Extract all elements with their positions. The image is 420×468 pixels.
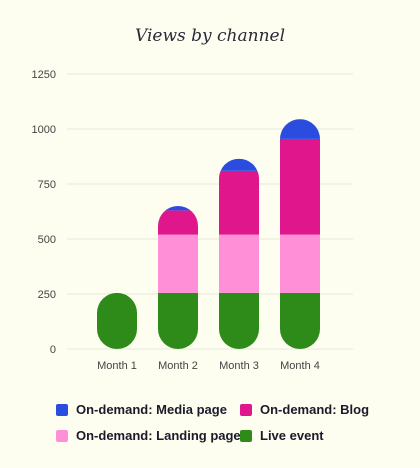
legend-item-live-event: Live event	[240, 428, 324, 443]
legend-swatch-media-page	[56, 403, 68, 416]
x-tick-label: Month 4	[280, 360, 320, 372]
bar-segment-on-demand-media-page	[158, 206, 198, 211]
x-tick-label: Month 3	[219, 360, 259, 372]
bar-segment-on-demand-landing-page	[280, 234, 320, 293]
bar-stack	[280, 119, 320, 349]
y-tick-label: 1000	[32, 124, 56, 136]
bar-segment-live-event	[97, 292, 137, 349]
bar-segment-on-demand-blog	[219, 170, 259, 235]
bar-stack	[219, 158, 259, 349]
y-tick-label: 250	[38, 289, 56, 301]
y-tick-label: 0	[50, 344, 56, 356]
bar-stack	[158, 206, 198, 349]
legend-swatch-landing-page	[56, 429, 68, 442]
chart: Views by channel 0 250 500 750 1000 1250 Month…	[32, 26, 353, 372]
y-tick-label: 1250	[32, 69, 56, 81]
legend-item-blog: On-demand: Blog	[240, 402, 369, 417]
bars	[97, 119, 320, 349]
legend-label-landing-page: On-demand: Landing page	[76, 428, 241, 443]
legend-label-blog: On-demand: Blog	[260, 402, 370, 417]
bar-segment-live-event	[158, 292, 198, 349]
bar-stack	[97, 292, 137, 349]
bar-segment-on-demand-blog	[280, 138, 320, 235]
axis-labels: 0 250 500 750 1000 1250 Month 1 Month 2 Month 3 M…	[32, 69, 320, 372]
y-tick-label: 750	[38, 179, 56, 191]
legend-swatch-blog	[240, 403, 252, 416]
bar-segment-on-demand-blog	[158, 210, 198, 235]
x-tick-label: Month 1	[97, 360, 137, 372]
chart-title: Views by channel	[135, 26, 285, 46]
bar-segment-on-demand-media-page	[219, 158, 259, 171]
bar-segment-on-demand-landing-page	[219, 234, 259, 293]
legend-item-landing-page: On-demand: Landing page	[56, 428, 241, 443]
legend-label-media-page: On-demand: Media page	[76, 402, 227, 417]
bar-segment-live-event	[280, 292, 320, 349]
y-tick-label: 500	[38, 234, 56, 246]
x-tick-label: Month 2	[158, 360, 198, 372]
bar-segment-live-event	[219, 292, 259, 349]
bar-segment-on-demand-landing-page	[158, 234, 198, 293]
legend-label-live-event: Live event	[260, 428, 324, 443]
legend-item-media-page: On-demand: Media page	[56, 402, 227, 417]
bar-segment-on-demand-media-page	[280, 119, 320, 139]
legend-swatch-live-event	[240, 429, 252, 442]
